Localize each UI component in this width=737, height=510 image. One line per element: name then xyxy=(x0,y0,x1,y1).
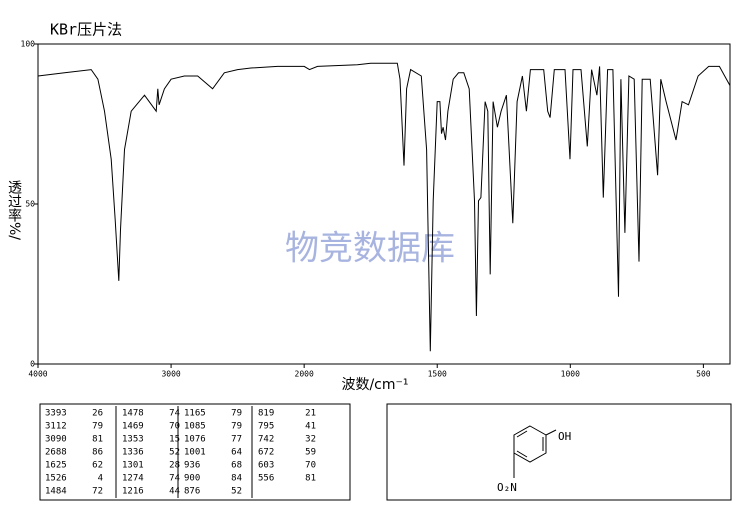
peak-wavenumber: 603 xyxy=(258,461,274,471)
peak-transmittance: 15 xyxy=(169,435,180,445)
peak-transmittance: 84 xyxy=(231,474,242,484)
peak-transmittance: 79 xyxy=(231,409,242,419)
double-bond xyxy=(516,430,528,438)
peak-transmittance: 26 xyxy=(92,409,103,419)
peak-wavenumber: 1484 xyxy=(45,487,67,497)
peak-transmittance: 62 xyxy=(92,461,103,471)
peak-wavenumber: 1001 xyxy=(184,448,206,458)
benzene-ring xyxy=(513,425,547,463)
peak-wavenumber: 1469 xyxy=(122,422,144,432)
x-tick-label: 2000 xyxy=(295,370,314,379)
peak-wavenumber: 1353 xyxy=(122,435,144,445)
peak-transmittance: 52 xyxy=(169,448,180,458)
structure-box xyxy=(386,403,732,501)
peak-transmittance: 79 xyxy=(231,422,242,432)
peak-wavenumber: 3090 xyxy=(45,435,67,445)
peak-transmittance: 28 xyxy=(169,461,180,471)
y-tick-label: 50 xyxy=(25,200,35,209)
bond xyxy=(545,429,557,436)
x-tick-label: 1000 xyxy=(561,370,580,379)
peak-wavenumber: 1274 xyxy=(122,474,144,484)
chart-title: KBr压片法 xyxy=(50,21,122,39)
peak-transmittance: 64 xyxy=(231,448,242,458)
x-axis-label: 波数/cm⁻¹ xyxy=(341,377,408,393)
y-axis-label: 透过率%/ xyxy=(6,180,22,240)
peak-transmittance: 41 xyxy=(305,422,316,432)
x-tick-label: 4000 xyxy=(28,370,47,379)
structure xyxy=(513,425,557,478)
peak-wavenumber: 876 xyxy=(184,487,200,497)
peak-transmittance: 81 xyxy=(305,474,316,484)
peak-transmittance: 44 xyxy=(169,487,180,497)
peak-wavenumber: 1526 xyxy=(45,474,67,484)
peak-transmittance: 52 xyxy=(231,487,242,497)
double-bond xyxy=(516,450,528,458)
watermark: 物竞数据库 xyxy=(285,229,455,269)
peak-wavenumber: 1336 xyxy=(122,448,144,458)
peak-wavenumber: 900 xyxy=(184,474,200,484)
peak-transmittance: 72 xyxy=(92,487,103,497)
structure-label: OH xyxy=(558,430,571,443)
peak-wavenumber: 1478 xyxy=(122,409,144,419)
peak-transmittance: 4 xyxy=(98,474,103,484)
peak-wavenumber: 742 xyxy=(258,435,274,445)
peak-wavenumber: 1625 xyxy=(45,461,67,471)
peak-table-box xyxy=(39,403,351,501)
peak-wavenumber: 1085 xyxy=(184,422,206,432)
peak-transmittance: 81 xyxy=(92,435,103,445)
y-tick-label: 0 xyxy=(30,360,35,369)
peak-wavenumber: 795 xyxy=(258,422,274,432)
peak-transmittance: 86 xyxy=(92,448,103,458)
peak-transmittance: 74 xyxy=(169,474,180,484)
peak-wavenumber: 556 xyxy=(258,474,274,484)
peak-transmittance: 32 xyxy=(305,435,316,445)
peak-transmittance: 70 xyxy=(169,422,180,432)
structure-label: O₂N xyxy=(497,481,517,494)
peak-wavenumber: 1076 xyxy=(184,435,206,445)
peak-wavenumber: 672 xyxy=(258,448,274,458)
peak-wavenumber: 3112 xyxy=(45,422,67,432)
peak-transmittance: 77 xyxy=(231,435,242,445)
peak-wavenumber: 1301 xyxy=(122,461,144,471)
peak-transmittance: 21 xyxy=(305,409,316,419)
y-tick-label: 100 xyxy=(21,40,36,49)
peak-wavenumber: 3393 xyxy=(45,409,67,419)
peak-transmittance: 59 xyxy=(305,448,316,458)
peak-wavenumber: 1216 xyxy=(122,487,144,497)
peak-wavenumber: 2688 xyxy=(45,448,67,458)
peak-transmittance: 79 xyxy=(92,422,103,432)
peak-transmittance: 74 xyxy=(169,409,180,419)
peak-transmittance: 68 xyxy=(231,461,242,471)
x-tick-label: 1500 xyxy=(428,370,447,379)
x-tick-label: 500 xyxy=(696,370,711,379)
peak-wavenumber: 936 xyxy=(184,461,200,471)
plot-frame xyxy=(37,43,731,365)
spectrum-line xyxy=(37,62,731,352)
peak-transmittance: 70 xyxy=(305,461,316,471)
x-tick-label: 3000 xyxy=(161,370,180,379)
peak-wavenumber: 1165 xyxy=(184,409,206,419)
peak-wavenumber: 819 xyxy=(258,409,274,419)
